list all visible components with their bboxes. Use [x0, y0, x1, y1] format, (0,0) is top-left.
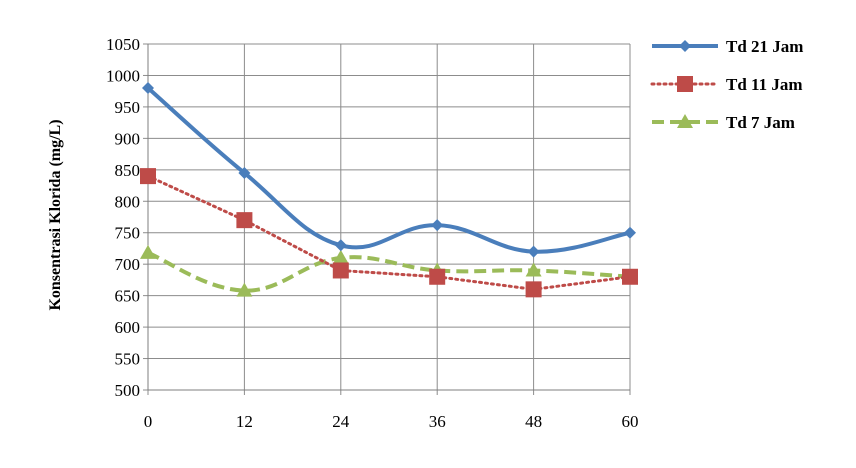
data-point-s1: [624, 226, 636, 239]
data-point-s1: [238, 166, 251, 179]
legend-marker: [677, 114, 693, 128]
legend-entry: Td 11 Jam: [650, 75, 803, 94]
data-point-s2: [525, 281, 542, 298]
legend-entry: Td 7 Jam: [652, 113, 795, 132]
marker-layer: [140, 82, 638, 298]
axis-layer: [143, 43, 631, 395]
y-tick-label: 600: [115, 318, 141, 337]
y-axis-label: Konsentrasi Klorida (mg/L): [47, 119, 64, 310]
x-tick-label: 24: [332, 412, 350, 431]
data-point-s2: [140, 168, 156, 185]
data-point-s1: [334, 239, 347, 252]
legend-entry: Td 21 Jam: [652, 37, 803, 56]
x-tick-label: 60: [622, 412, 639, 431]
tick-labels: 500 550 600 650 700 750 800 850 900 950 1000 1050 0 1…: [106, 35, 639, 431]
y-tick-label: 1050: [106, 35, 140, 54]
legend-label: Td 7 Jam: [726, 113, 795, 132]
legend-label: Td 11 Jam: [726, 75, 803, 94]
legend-marker: [679, 40, 691, 52]
data-point-s3: [332, 249, 349, 264]
y-tick-label: 900: [115, 129, 141, 148]
data-point-s2: [429, 268, 446, 285]
y-tick-label: 700: [115, 255, 141, 274]
data-point-s3: [140, 244, 156, 259]
y-tick-label: 1000: [106, 66, 140, 85]
series-line-3: [147, 250, 631, 293]
y-tick-label: 750: [115, 224, 141, 243]
legend-label: Td 21 Jam: [726, 37, 803, 56]
y-tick-label: 850: [115, 161, 141, 180]
x-tick-label: 36: [429, 412, 446, 431]
series-line-1: [146, 86, 631, 254]
series-layer: [146, 86, 632, 293]
legend-marker: [677, 76, 693, 92]
data-point-s3: [525, 262, 542, 277]
data-point-s1: [431, 219, 444, 232]
y-tick-label: 650: [115, 287, 141, 306]
y-tick-label: 800: [115, 192, 141, 211]
x-tick-label: 0: [144, 412, 153, 431]
series-line-2: [146, 174, 632, 291]
legend: Td 21 Jam Td 11 Jam Td 7 Jam: [650, 37, 803, 132]
data-point-s1: [142, 82, 154, 95]
y-tick-label: 950: [115, 98, 141, 117]
data-point-s3: [236, 282, 253, 297]
y-tick-label: 550: [115, 350, 141, 369]
x-tick-label: 12: [236, 412, 253, 431]
y-tick-label: 500: [115, 381, 141, 400]
grid-layer: [147, 43, 631, 391]
data-point-s2: [622, 268, 638, 285]
data-point-s2: [236, 212, 253, 229]
data-point-s1: [527, 245, 540, 258]
data-point-s2: [332, 262, 349, 279]
x-tick-label: 48: [525, 412, 542, 431]
